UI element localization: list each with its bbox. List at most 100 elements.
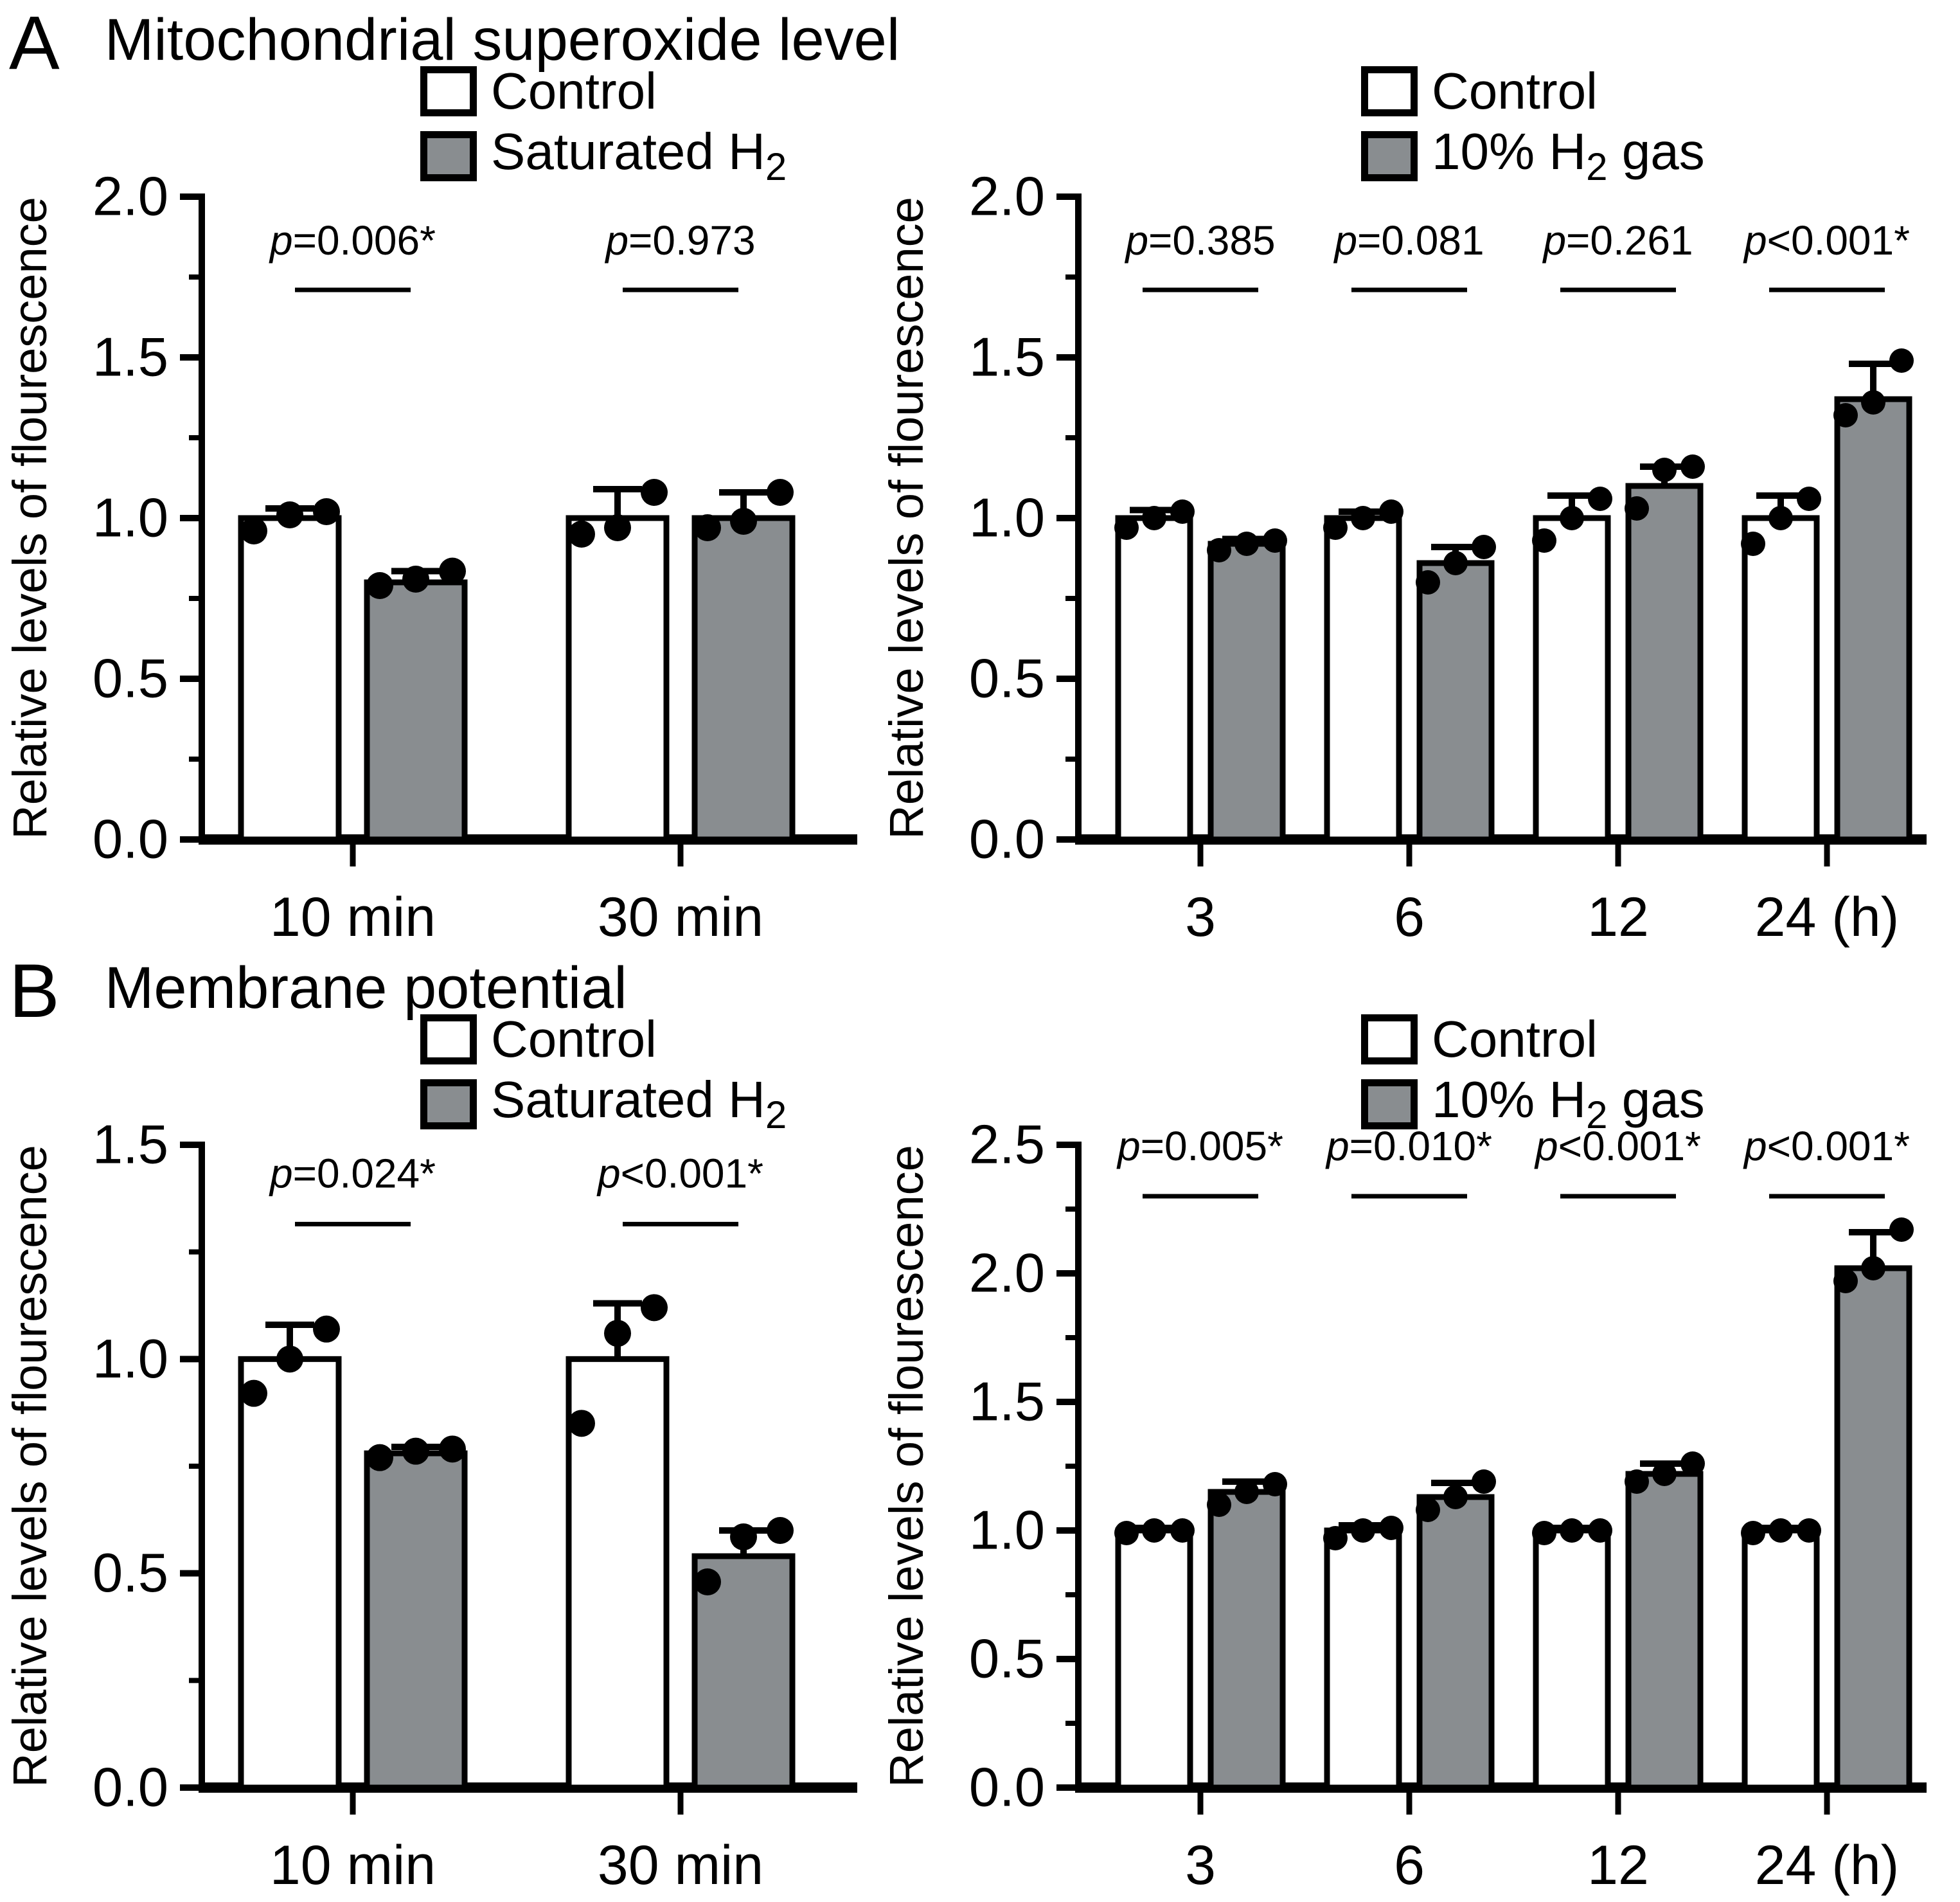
x-category-label: 3 xyxy=(1185,886,1216,948)
bar-h2-12 xyxy=(1625,1471,1704,1791)
bar-h2-24 xyxy=(1834,396,1912,843)
p-value-label: p=0.973 xyxy=(604,217,755,264)
x-category-label: 12 xyxy=(1587,886,1649,948)
y-tick-label: 1.0 xyxy=(969,488,1045,549)
chart-svg: 0.0 0.5 1.0 1.5 2.0 Relative levels of floure… xyxy=(9,166,857,948)
legend-swatch-control xyxy=(1361,66,1418,116)
bar-control-10min xyxy=(238,515,342,843)
x-category-label: 24 (h) xyxy=(1755,1835,1900,1896)
y-tick-label: 1.0 xyxy=(93,1329,168,1390)
data-point xyxy=(730,1523,757,1550)
data-point xyxy=(240,1379,267,1407)
data-point xyxy=(1652,458,1677,482)
legend-swatch-h2 xyxy=(420,131,477,181)
p-value-label: p=0.261 xyxy=(1542,217,1693,264)
y-tick-label: 0.5 xyxy=(93,1543,168,1604)
y-tick-label: 2.0 xyxy=(969,1243,1045,1304)
legend-label: Saturated H2 xyxy=(491,1071,787,1136)
p-value-label: p<0.001* xyxy=(1743,217,1910,264)
panel-A-header: A Mitochondrial superoxide level xyxy=(9,5,1960,87)
data-point xyxy=(1323,516,1348,540)
y-tick-label: 0.0 xyxy=(969,809,1045,870)
data-point xyxy=(313,1315,340,1343)
bar-control-3 xyxy=(1115,515,1193,843)
y-axis-label: Relative levels of flourescence xyxy=(9,197,57,839)
data-point xyxy=(604,1320,631,1347)
data-point xyxy=(1889,1217,1914,1242)
data-point xyxy=(1142,506,1166,530)
data-point xyxy=(439,557,466,585)
panel-B: B Membrane potential Control Saturated H2… xyxy=(9,953,1960,1901)
x-category-label: 10 min xyxy=(270,1835,436,1896)
bar-control-24 xyxy=(1742,515,1820,843)
data-point xyxy=(641,1294,668,1322)
y-tick-label: 0.5 xyxy=(969,649,1045,710)
data-point xyxy=(313,498,340,525)
data-point xyxy=(641,479,668,506)
data-point xyxy=(1114,516,1139,540)
data-point xyxy=(1207,1493,1231,1517)
bar-h2-3 xyxy=(1207,1489,1286,1791)
panel-title-B: Membrane potential xyxy=(104,955,627,1021)
y-tick-label: 0.0 xyxy=(93,809,168,870)
p-value-label: p=0.006* xyxy=(269,217,436,264)
y-tick-label: 0.5 xyxy=(969,1629,1045,1690)
chart-legend: Control 10% H2 gas xyxy=(1361,1014,1705,1135)
data-point xyxy=(1379,499,1403,524)
p-value-label: p<0.001* xyxy=(1534,1123,1701,1169)
data-point xyxy=(1114,1521,1139,1545)
data-point xyxy=(1351,1518,1375,1543)
bar-h2-24 xyxy=(1834,1265,1912,1791)
data-point xyxy=(1351,506,1375,530)
panel-letter-B: B xyxy=(9,949,60,1034)
data-point xyxy=(1625,1469,1649,1494)
y-tick-label: 2.0 xyxy=(93,166,168,228)
data-point xyxy=(1588,1518,1612,1543)
data-point xyxy=(1472,535,1496,559)
legend-label: Control xyxy=(1432,62,1598,120)
y-tick-label: 0.5 xyxy=(93,649,168,710)
data-point xyxy=(1472,1469,1496,1494)
data-point xyxy=(1652,1462,1677,1486)
chart-svg: 0.0 0.5 1.0 1.5 2.0 Relative levels of floure… xyxy=(886,166,1927,948)
data-point xyxy=(1861,1256,1885,1280)
bar-h2-12 xyxy=(1625,483,1704,843)
data-point xyxy=(1170,1518,1195,1543)
data-point xyxy=(1532,528,1556,553)
legend-label: 10% H2 gas xyxy=(1432,123,1705,188)
data-point xyxy=(568,521,595,548)
data-point xyxy=(1833,1269,1858,1293)
legend-entry: Control xyxy=(1361,1014,1705,1065)
data-point xyxy=(767,479,794,506)
panel-title-A: Mitochondrial superoxide level xyxy=(104,7,900,73)
data-point xyxy=(1797,487,1821,511)
data-point xyxy=(1588,487,1612,511)
bar-h2-3 xyxy=(1207,541,1286,843)
chart-svg: 0.0 0.5 1.0 1.5 2.0 2.5 Relative levels of flo… xyxy=(886,1115,1927,1896)
y-tick-label: 1.5 xyxy=(969,1372,1045,1433)
data-point xyxy=(1234,1480,1259,1504)
legend-entry: 10% H2 gas xyxy=(1361,126,1705,186)
y-tick-label: 2.5 xyxy=(969,1115,1045,1176)
legend-swatch-h2 xyxy=(1361,1079,1418,1129)
bar-h2-10min xyxy=(364,1450,468,1791)
p-value-label: p=0.081 xyxy=(1333,217,1484,264)
legend-entry: Control xyxy=(420,66,787,117)
legend-swatch-control xyxy=(420,1014,477,1064)
data-point xyxy=(1416,1498,1440,1522)
p-value-label: p=0.024* xyxy=(269,1151,436,1197)
data-point xyxy=(1207,538,1231,562)
y-tick-label: 1.5 xyxy=(969,327,1045,388)
legend-entry: Saturated H2 xyxy=(420,1074,787,1135)
data-point xyxy=(366,1444,393,1471)
data-point xyxy=(276,1345,303,1373)
chart-svg: 0.0 0.5 1.0 1.5 Relative levels of flouresce… xyxy=(9,1115,857,1896)
panel-A: A Mitochondrial superoxide level Control… xyxy=(9,5,1960,953)
data-point xyxy=(1560,506,1584,530)
data-point xyxy=(767,1517,794,1544)
data-point xyxy=(1323,1526,1348,1550)
panel-B-charts: Control Saturated H2 0.0 0.5 1.0 1.5 Relative … xyxy=(9,1014,1960,1900)
data-point xyxy=(694,1568,721,1595)
chart-legend: Control Saturated H2 xyxy=(420,1014,787,1135)
